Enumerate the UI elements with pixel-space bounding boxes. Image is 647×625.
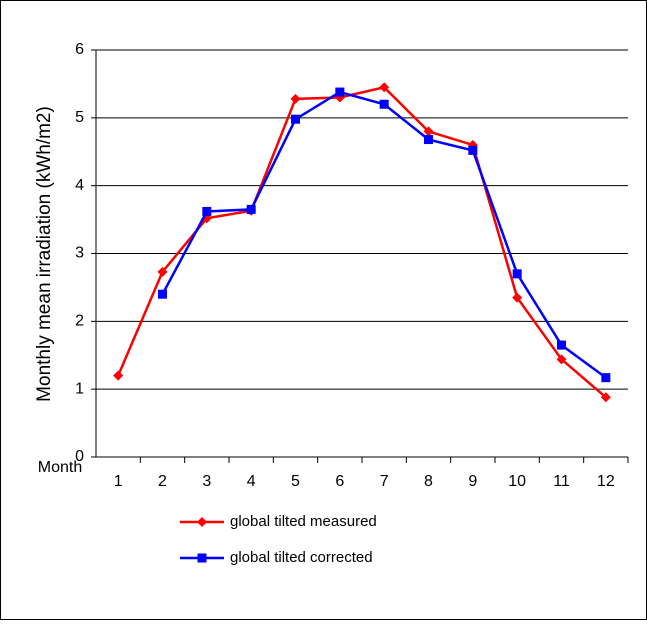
marker xyxy=(600,392,611,403)
x-tick-label: 10 xyxy=(508,473,526,490)
x-tick-label: 8 xyxy=(424,473,433,490)
marker xyxy=(468,145,478,155)
marker xyxy=(113,370,124,381)
x-tick-label: 9 xyxy=(468,473,477,490)
y-tick-label: 2 xyxy=(75,313,84,330)
marker xyxy=(379,82,390,93)
marker xyxy=(512,292,523,303)
marker xyxy=(424,135,433,145)
marker xyxy=(512,269,522,279)
marker xyxy=(202,206,212,216)
y-tick-label: 4 xyxy=(75,177,84,194)
y-tick-label: 6 xyxy=(75,41,84,58)
y-tick-label: 0 xyxy=(75,448,84,465)
y-tick-label: 1 xyxy=(75,380,84,397)
x-tick-label: 12 xyxy=(597,473,615,490)
x-tick-label: 3 xyxy=(202,473,211,490)
marker xyxy=(290,93,301,104)
x-tick-label: 11 xyxy=(553,473,570,490)
marker xyxy=(556,354,567,365)
marker xyxy=(197,517,207,527)
y-axis-label: Monthly mean irradiation (kWh/m2) xyxy=(34,106,55,402)
marker xyxy=(246,204,256,214)
marker xyxy=(423,126,434,137)
marker xyxy=(157,266,168,277)
x-axis-label: Month xyxy=(38,459,82,476)
marker xyxy=(197,553,207,563)
x-tick-label: 2 xyxy=(158,473,167,490)
legend-label: global tilted measured xyxy=(230,513,377,530)
y-tick-label: 3 xyxy=(75,245,84,262)
marker xyxy=(557,340,566,350)
marker xyxy=(379,99,389,109)
x-tick-label: 6 xyxy=(335,473,344,490)
marker xyxy=(601,373,611,383)
marker xyxy=(291,114,300,124)
legend-label: global tilted corrected xyxy=(230,549,373,566)
x-tick-label: 4 xyxy=(247,473,256,490)
marker xyxy=(158,289,167,299)
x-tick-label: 1 xyxy=(114,473,123,490)
x-tick-label: 5 xyxy=(291,473,300,490)
y-tick-label: 5 xyxy=(75,109,84,126)
marker xyxy=(335,87,345,97)
x-tick-label: 7 xyxy=(380,473,389,490)
